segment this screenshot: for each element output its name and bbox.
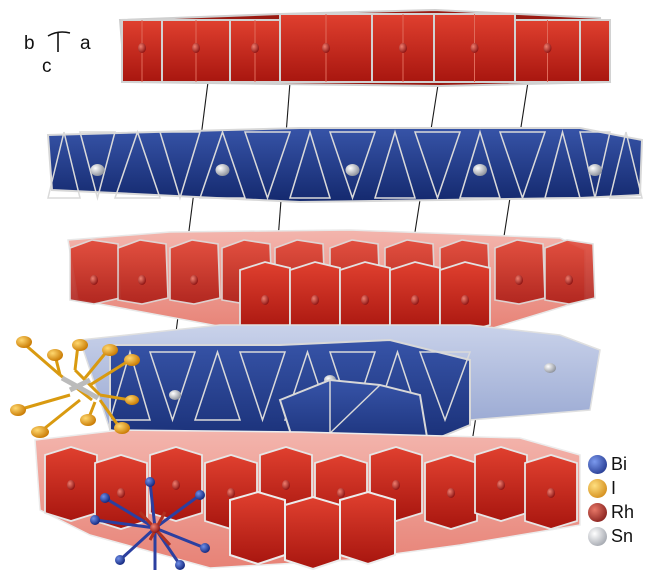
legend-label: Bi — [611, 454, 628, 474]
rh-prism-layer-middle — [67, 229, 596, 333]
bismuth-atoms — [90, 477, 210, 570]
legend-label: I — [611, 478, 617, 498]
rh-prism-layer-top — [118, 8, 612, 88]
axis-indicator-icon — [47, 31, 71, 52]
iodine-atoms — [10, 336, 140, 438]
rhodium-atom — [470, 43, 479, 53]
legend-item-rh: Rh — [588, 500, 648, 524]
legend-item-i: I — [588, 476, 648, 500]
legend-label: Rh — [611, 502, 635, 522]
sn-atom — [90, 164, 105, 176]
axis-label-b: b — [24, 33, 35, 54]
rhodium-atom — [251, 43, 259, 53]
bi-octahedra-layer-upper — [46, 127, 644, 204]
rhodium-atom — [192, 43, 200, 53]
sn-atom — [588, 164, 602, 176]
element-legend: Bi I Rh Sn — [588, 452, 648, 548]
rh-bismuth-cluster — [94, 481, 206, 570]
legend-item-bi: Bi — [588, 452, 648, 476]
rhodium-atom — [322, 43, 330, 53]
sn-atom — [215, 164, 230, 176]
sn-atom — [544, 363, 556, 373]
orange-sphere-icon — [588, 478, 607, 498]
blue-sphere-icon — [588, 454, 607, 474]
rhodium-atom — [399, 43, 407, 53]
rhodium-atom — [138, 43, 146, 53]
sn-atom — [345, 164, 360, 176]
legend-label: Sn — [611, 526, 634, 546]
sn-atom — [169, 390, 181, 400]
axis-label-a: a — [80, 33, 91, 54]
rhodium-atom — [543, 43, 552, 53]
sn-atoms — [60, 375, 100, 401]
axis-label-c: c — [42, 56, 52, 77]
legend-item-sn: Sn — [588, 524, 648, 548]
grey-sphere-icon — [588, 526, 607, 546]
rhodium-atoms — [150, 523, 160, 533]
sn-atom — [473, 164, 487, 176]
dark-red-sphere-icon — [588, 502, 607, 522]
rh-prism-layer-bottom — [34, 429, 581, 570]
